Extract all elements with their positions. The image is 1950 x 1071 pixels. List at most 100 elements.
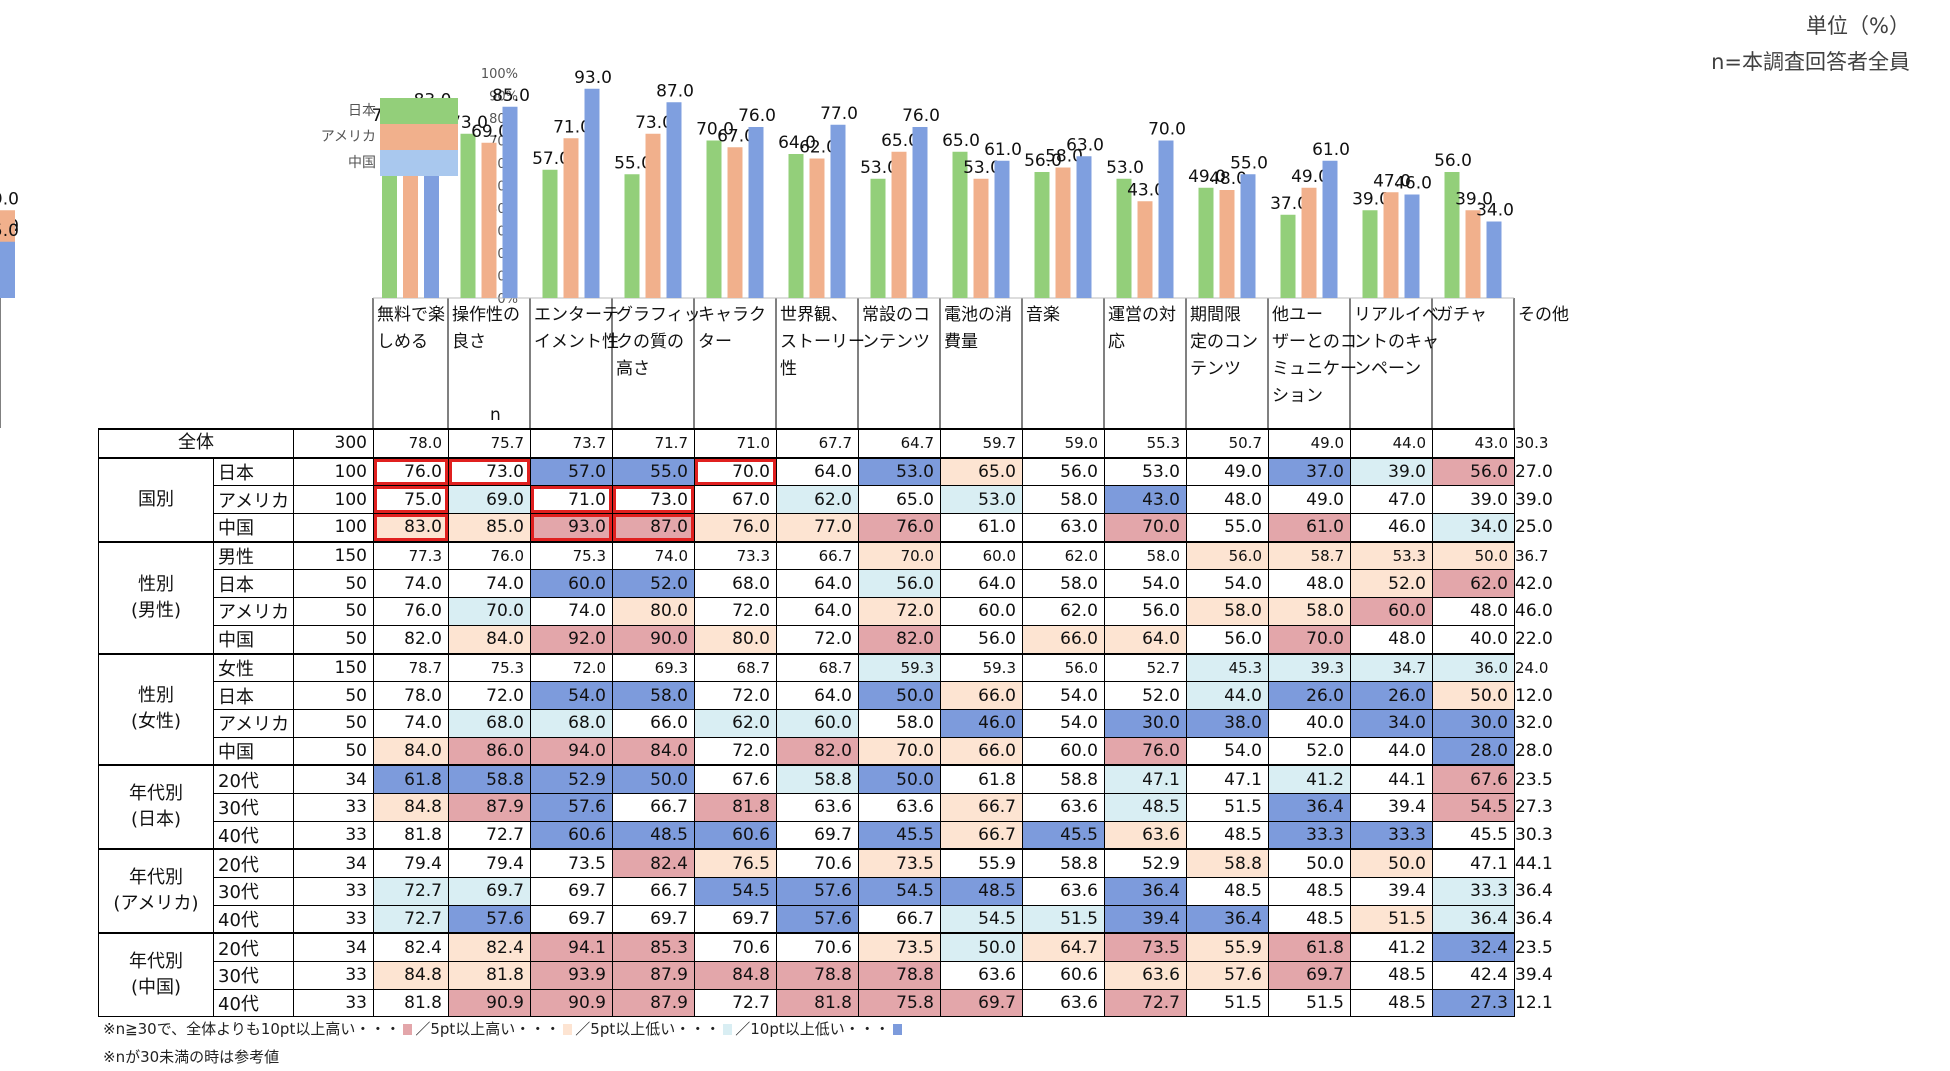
data-cell: 44.1 xyxy=(1350,764,1433,794)
data-cell: 48.5 xyxy=(940,877,1023,906)
data-cell: 78.7 xyxy=(373,652,449,683)
data-cell: 48.5 xyxy=(612,820,695,850)
data-cell: 55.0 xyxy=(1186,513,1269,543)
data-cell: 70.0 xyxy=(694,456,777,487)
row-label: 40代 xyxy=(213,820,294,850)
bar-value-label: 85.0 xyxy=(492,86,530,106)
data-cell: 64.0 xyxy=(776,456,859,487)
bar-value-label: 61.0 xyxy=(1312,140,1350,160)
data-cell: 62.0 xyxy=(1022,540,1105,571)
data-cell: 69.7 xyxy=(448,877,531,906)
data-cell: 82.0 xyxy=(373,624,449,655)
category-label: 高さ xyxy=(616,359,650,379)
row-label: 20代 xyxy=(213,764,294,794)
category-label: 常設のコ xyxy=(862,305,930,325)
data-cell: 44.0 xyxy=(1186,681,1269,710)
data-cell: 73.5 xyxy=(858,848,941,879)
data-cell: 48.5 xyxy=(1350,988,1433,1018)
data-cell: 64.0 xyxy=(1104,624,1187,655)
data-cell: 39.3 xyxy=(1268,652,1351,683)
data-cell: 92.0 xyxy=(530,624,613,655)
data-cell: 30.0 xyxy=(1432,708,1515,738)
data-cell: 82.4 xyxy=(448,932,531,963)
bar-value-label: 56.0 xyxy=(1434,151,1472,171)
bar xyxy=(706,140,722,298)
bar-value-label: 73.0 xyxy=(635,113,673,133)
data-cell: 63.6 xyxy=(858,792,941,822)
n-value: 100 xyxy=(293,485,374,515)
data-cell: 60.6 xyxy=(694,820,777,850)
data-cell: 48.5 xyxy=(1268,877,1351,906)
data-cell: 52.0 xyxy=(612,569,695,599)
data-cell: 72.7 xyxy=(448,820,531,850)
data-cell: 33.3 xyxy=(1350,820,1433,850)
legend-swatch xyxy=(380,124,458,150)
data-cell: 94.1 xyxy=(530,932,613,963)
bar-value-label: 56.0 xyxy=(1024,151,1062,171)
bar xyxy=(1076,156,1092,298)
data-cell: 73.3 xyxy=(694,540,777,571)
bar xyxy=(1198,187,1214,298)
category-label: ストーリー xyxy=(780,332,865,352)
bar xyxy=(891,151,907,298)
n-value: 150 xyxy=(293,652,374,683)
data-cell: 66.0 xyxy=(1022,624,1105,655)
swatch-high5 xyxy=(563,1024,573,1035)
data-cell: 60.0 xyxy=(1350,597,1433,626)
data-cell: 57.0 xyxy=(530,456,613,487)
data-cell: 59.0 xyxy=(1022,428,1105,459)
group-label-line: 国別 xyxy=(138,488,174,510)
data-cell: 84.0 xyxy=(373,736,449,766)
data-cell: 58.8 xyxy=(1022,848,1105,879)
data-cell: 42.4 xyxy=(1432,961,1515,990)
data-cell: 49.0 xyxy=(1186,456,1269,487)
data-cell: 79.4 xyxy=(448,848,531,879)
bar xyxy=(584,88,600,298)
data-cell: 65.0 xyxy=(858,485,941,515)
table-row: 中国 50 82.0 84.0 92.0 90.0 80.0 72.0 82.0 56.0 66.0… xyxy=(99,624,1553,655)
data-cell: 26.0 xyxy=(1268,681,1351,710)
data-cell: 52.7 xyxy=(1104,652,1187,683)
bar xyxy=(1301,187,1317,298)
data-cell: 63.6 xyxy=(1022,877,1105,906)
data-cell: 75.3 xyxy=(448,652,531,683)
data-cell: 28.0 xyxy=(1432,736,1515,766)
category-label: グラフィッ xyxy=(616,305,701,325)
data-cell: 58.0 xyxy=(858,708,941,738)
group-label-line: (男性) xyxy=(130,599,182,621)
data-cell: 61.0 xyxy=(940,513,1023,543)
table-row: 年代別 (アメリカ) 20代 34 79.4 79.4 73.5 82.4 76.5 70.6 73… xyxy=(98,848,1553,934)
group-label: 年代別 (アメリカ) xyxy=(98,848,214,934)
n-value: 50 xyxy=(293,736,374,766)
data-cell: 51.5 xyxy=(1022,904,1105,934)
data-cell: 72.0 xyxy=(448,681,531,710)
data-cell: 54.0 xyxy=(1186,736,1269,766)
category-label: その他 xyxy=(1518,305,1569,325)
data-cell: 45.3 xyxy=(1186,652,1269,683)
data-cell: 70.0 xyxy=(1104,513,1187,543)
data-cell: 50.0 xyxy=(940,932,1023,963)
category-label: キャラク xyxy=(698,305,766,325)
data-cell: 82.4 xyxy=(612,848,695,879)
data-cell: 55.9 xyxy=(940,848,1023,879)
data-cell: 61.8 xyxy=(940,764,1023,794)
data-cell: 74.0 xyxy=(373,708,449,738)
data-cell: 80.0 xyxy=(612,597,695,626)
data-cell: 60.0 xyxy=(940,540,1023,571)
data-cell: 66.7 xyxy=(612,792,695,822)
category-label: ター xyxy=(698,332,732,352)
data-cell: 54.0 xyxy=(1186,569,1269,599)
crosstab-table: 全体 300 78.0 75.7 73.7 71.7 71.0 67.7 64.7 59.7 59.… xyxy=(98,428,1553,1018)
data-cell: 72.0 xyxy=(776,624,859,655)
category-label: 運営の対 xyxy=(1108,305,1176,325)
category-label: しめる xyxy=(377,332,428,352)
data-cell: 40.0 xyxy=(1432,624,1515,655)
data-cell: 50.0 xyxy=(1432,681,1515,710)
data-cell: 47.1 xyxy=(1104,764,1187,794)
data-cell: 71.0 xyxy=(694,428,777,459)
data-cell: 59.3 xyxy=(858,652,941,683)
data-cell: 27.3 xyxy=(1432,988,1515,1018)
data-cell: 50.0 xyxy=(1268,848,1351,879)
legend-label: 中国 xyxy=(348,155,376,171)
data-cell: 66.7 xyxy=(858,904,941,934)
